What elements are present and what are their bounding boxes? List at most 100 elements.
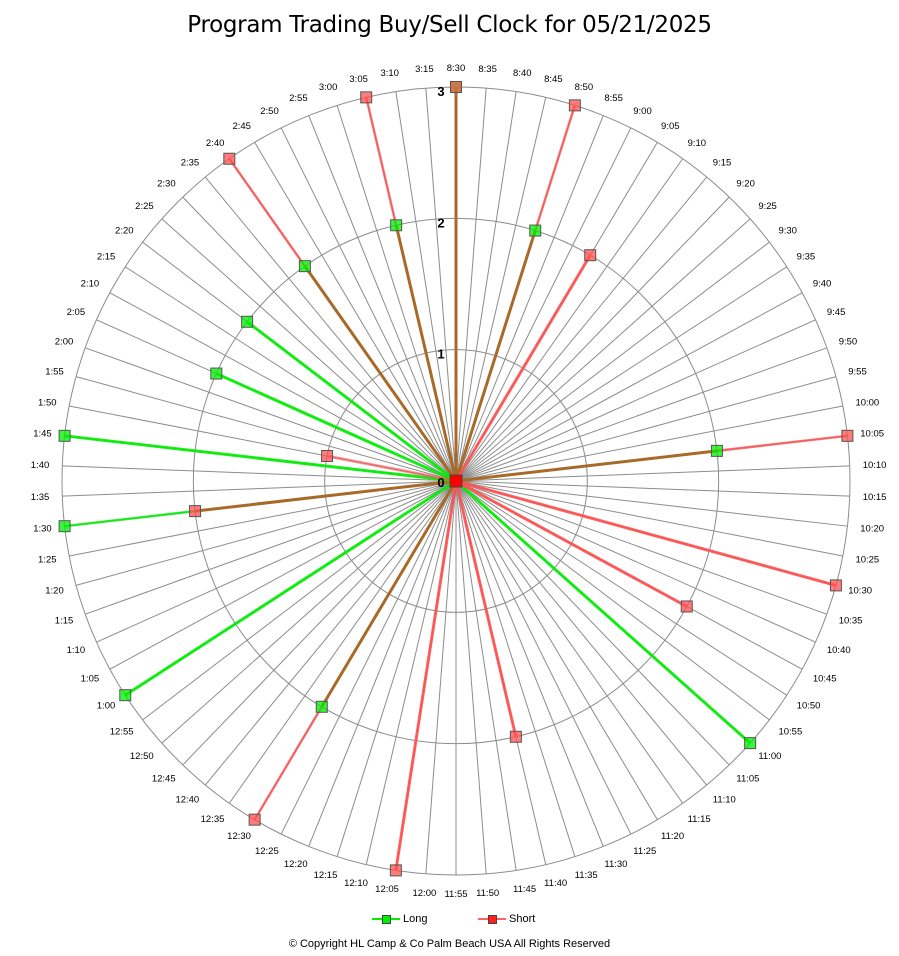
grid-spoke xyxy=(455,480,517,871)
grid-spoke xyxy=(395,91,457,482)
grid-spoke xyxy=(280,127,457,482)
category-tick-label: 12:40 xyxy=(175,795,199,806)
series-line-long xyxy=(64,434,457,483)
category-tick-label: 9:35 xyxy=(797,252,816,263)
category-tick-label: 9:00 xyxy=(633,106,652,117)
series-line-short xyxy=(454,254,592,482)
category-tick-label: 10:20 xyxy=(860,523,884,534)
grid-spoke xyxy=(455,292,803,482)
grid-spoke xyxy=(336,480,457,857)
category-tick-label: 2:55 xyxy=(289,93,308,104)
grid-spoke xyxy=(455,480,632,835)
series-line-both xyxy=(455,449,718,483)
category-tick-label: 1:05 xyxy=(81,673,100,684)
grid-spoke xyxy=(62,480,457,497)
category-tick-label: 9:55 xyxy=(848,367,867,378)
grid-spoke xyxy=(85,347,457,482)
category-tick-label: 10:00 xyxy=(855,397,879,408)
category-tick-label: 1:35 xyxy=(31,492,50,503)
marker-short xyxy=(321,449,334,462)
category-tick-label: 3:10 xyxy=(380,68,399,79)
grid-spoke xyxy=(455,480,843,557)
category-tick-label: 2:45 xyxy=(232,121,251,132)
category-tick-label: 9:45 xyxy=(827,307,846,318)
grid-spoke xyxy=(455,347,827,482)
series-line-short xyxy=(455,479,688,608)
category-tick-label: 8:35 xyxy=(478,64,497,75)
grid-spoke xyxy=(455,91,517,482)
category-tick-label: 2:00 xyxy=(55,336,74,347)
radial-tick-label: 2 xyxy=(437,215,444,230)
grid-spoke xyxy=(455,480,787,696)
category-tick-label: 11:10 xyxy=(713,795,736,806)
marker-short xyxy=(841,429,854,442)
grid-spoke xyxy=(425,480,457,874)
marker-short xyxy=(248,813,261,826)
marker-long xyxy=(315,700,328,713)
category-tick-label: 10:40 xyxy=(827,645,851,656)
category-tick-label: 9:05 xyxy=(661,121,680,132)
category-tick-label: 9:15 xyxy=(713,157,732,168)
category-tick-label: 2:35 xyxy=(181,157,200,168)
category-tick-label: 12:30 xyxy=(227,831,251,842)
grid-spoke xyxy=(455,88,487,482)
grid-spoke xyxy=(455,196,730,482)
grid-spoke xyxy=(455,158,684,482)
grid-spoke xyxy=(455,480,487,874)
grid-spoke xyxy=(455,176,708,482)
category-tick-label: 11:35 xyxy=(575,870,598,881)
category-tick-label: 2:50 xyxy=(260,106,279,117)
grid-spoke xyxy=(455,480,658,820)
grid-spoke xyxy=(455,480,848,527)
category-tick-label: 9:40 xyxy=(813,279,832,290)
category-tick-label: 1:00 xyxy=(97,700,116,711)
category-tick-label: 12:20 xyxy=(284,859,308,870)
grid-spoke xyxy=(455,480,604,847)
grid-spoke xyxy=(455,465,850,482)
grid-spoke xyxy=(62,465,457,482)
series-line-short xyxy=(394,480,458,871)
category-tick-label: 11:45 xyxy=(513,884,536,895)
marker-center xyxy=(449,474,463,488)
grid-spoke xyxy=(455,376,837,482)
series-line-both xyxy=(320,480,458,708)
grid-spoke xyxy=(204,480,457,786)
grid-spoke xyxy=(455,480,708,786)
marker-long xyxy=(58,520,71,533)
grid-spoke xyxy=(455,97,547,482)
category-tick-label: 9:30 xyxy=(778,226,797,237)
category-tick-label: 1:15 xyxy=(55,616,74,627)
radial-tick-label: 3 xyxy=(437,84,444,99)
series-line-both xyxy=(194,479,457,513)
category-tick-label: 8:30 xyxy=(447,63,466,74)
category-labels: 8:30 8:35 8:40 8:45 8:50 8:55 9:00 9:05 9:10 9:15… xyxy=(31,63,887,900)
marker-short xyxy=(450,81,462,93)
category-tick-label: 11:15 xyxy=(688,814,711,825)
category-tick-label: 10:45 xyxy=(813,673,837,684)
grid-spoke xyxy=(336,105,457,482)
series-line-long xyxy=(455,479,752,745)
grid-spoke xyxy=(455,241,770,482)
category-tick-label: 3:15 xyxy=(415,64,434,75)
category-tick-label: 8:40 xyxy=(513,68,532,79)
category-tick-label: 11:50 xyxy=(476,888,499,899)
category-tick-label: 2:25 xyxy=(135,201,154,212)
series-line-short xyxy=(716,434,848,453)
category-tick-label: 11:25 xyxy=(633,846,656,857)
series-line-short xyxy=(534,104,577,231)
legend-short-label: Short xyxy=(509,913,536,925)
legend-long-label: Long xyxy=(403,913,428,925)
series-line-long xyxy=(64,509,196,528)
copyright-text: © Copyright HL Camp & Co Palm Beach USA … xyxy=(288,938,611,950)
grid-spoke xyxy=(365,480,457,865)
category-tick-label: 11:20 xyxy=(661,831,684,842)
grid-spoke xyxy=(455,480,816,643)
category-tick-label: 10:55 xyxy=(778,726,802,737)
category-tick-label: 9:20 xyxy=(736,178,755,189)
chart-title: Program Trading Buy/Sell Clock for 05/21… xyxy=(187,12,712,38)
category-tick-label: 11:40 xyxy=(544,878,567,889)
series-line-long xyxy=(215,372,457,483)
category-tick-label: 11:00 xyxy=(758,751,781,762)
marker-long xyxy=(58,429,71,442)
category-tick-label: 8:50 xyxy=(575,82,594,93)
